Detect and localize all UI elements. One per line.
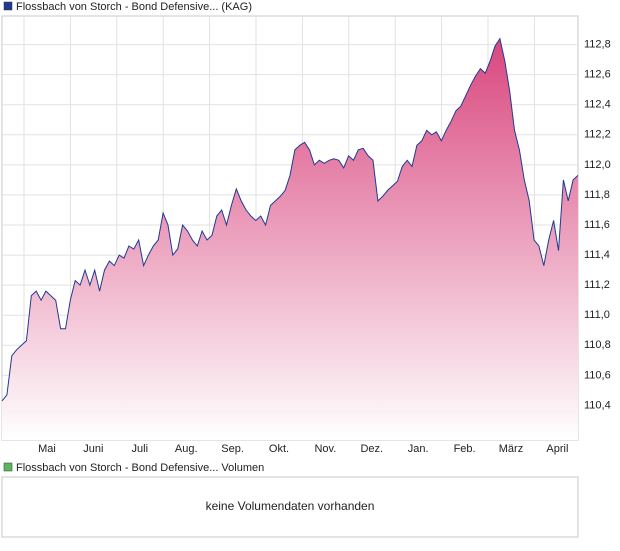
- price-line: [1, 37, 579, 402]
- legend-label: Flossbach von Storch - Bond Defensive...…: [16, 462, 264, 474]
- y-tick-label: 110,8: [584, 339, 611, 351]
- x-tick-label: April: [546, 443, 568, 455]
- x-tick-label: Sep.: [221, 443, 244, 455]
- legend-swatch: [3, 1, 13, 11]
- y-tick-label: 112,2: [584, 129, 611, 141]
- y-tick-label: 111,2: [584, 279, 610, 291]
- x-tick-label: Mai: [38, 443, 56, 455]
- volume-frame: [1, 476, 579, 538]
- x-tick-label: Dez.: [360, 443, 383, 455]
- area-fill: [2, 38, 578, 440]
- x-tick-label: Aug.: [175, 443, 198, 455]
- x-tick-label: März: [499, 443, 523, 455]
- x-tick-label: Feb.: [454, 443, 476, 455]
- x-tick-label: Juli: [132, 443, 149, 455]
- y-tick-label: 110,4: [584, 399, 611, 411]
- volume-message: keine Volumendaten vorhanden: [206, 499, 375, 513]
- x-tick-label: Jan.: [408, 443, 429, 455]
- x-tick-label: Juni: [83, 443, 103, 455]
- y-tick-label: 112,6: [584, 69, 611, 81]
- y-tick-label: 111,8: [584, 189, 610, 201]
- y-tick-label: 111,4: [584, 249, 610, 261]
- y-tick-label: 111,0: [584, 309, 610, 321]
- y-tick-label: 110,6: [584, 369, 611, 381]
- legend-label: Flossbach von Storch - Bond Defensive...…: [16, 1, 252, 13]
- x-tick-label: Nov.: [314, 443, 336, 455]
- y-tick-label: 112,8: [584, 38, 611, 50]
- x-tick-label: Okt.: [269, 443, 289, 455]
- legend-swatch: [3, 462, 13, 472]
- y-tick-label: 111,6: [584, 219, 610, 231]
- y-tick-label: 112,0: [584, 159, 611, 171]
- y-tick-label: 112,4: [584, 99, 611, 111]
